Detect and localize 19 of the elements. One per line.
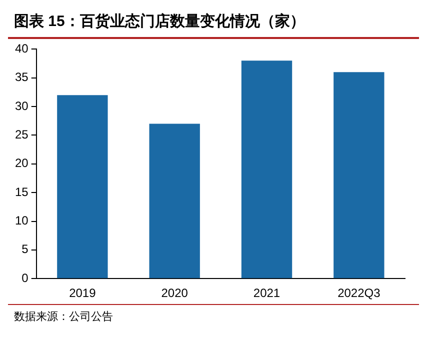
source-note: 数据来源：公司公告: [8, 304, 419, 324]
bar: [149, 124, 200, 278]
bar: [334, 72, 384, 278]
y-tick-label: 35: [14, 70, 29, 84]
y-tick-label: 15: [14, 184, 29, 199]
bar: [241, 60, 292, 278]
y-tick-label: 5: [22, 242, 29, 256]
bar: [57, 95, 108, 278]
y-tick-label: 0: [22, 270, 29, 285]
y-tick-label: 20: [14, 156, 29, 170]
chart-title: 图表 15：百货业态门店数量变化情况（家）: [8, 8, 419, 39]
y-tick-label: 30: [14, 98, 29, 113]
y-tick-label: 25: [14, 128, 29, 142]
y-tick-label: 40: [14, 42, 29, 56]
x-tick-label: 2022Q3: [338, 286, 381, 300]
x-tick-label: 2019: [69, 286, 96, 300]
x-tick-label: 2020: [161, 286, 188, 300]
x-tick-label: 2021: [253, 286, 280, 300]
y-tick-label: 10: [14, 214, 29, 228]
